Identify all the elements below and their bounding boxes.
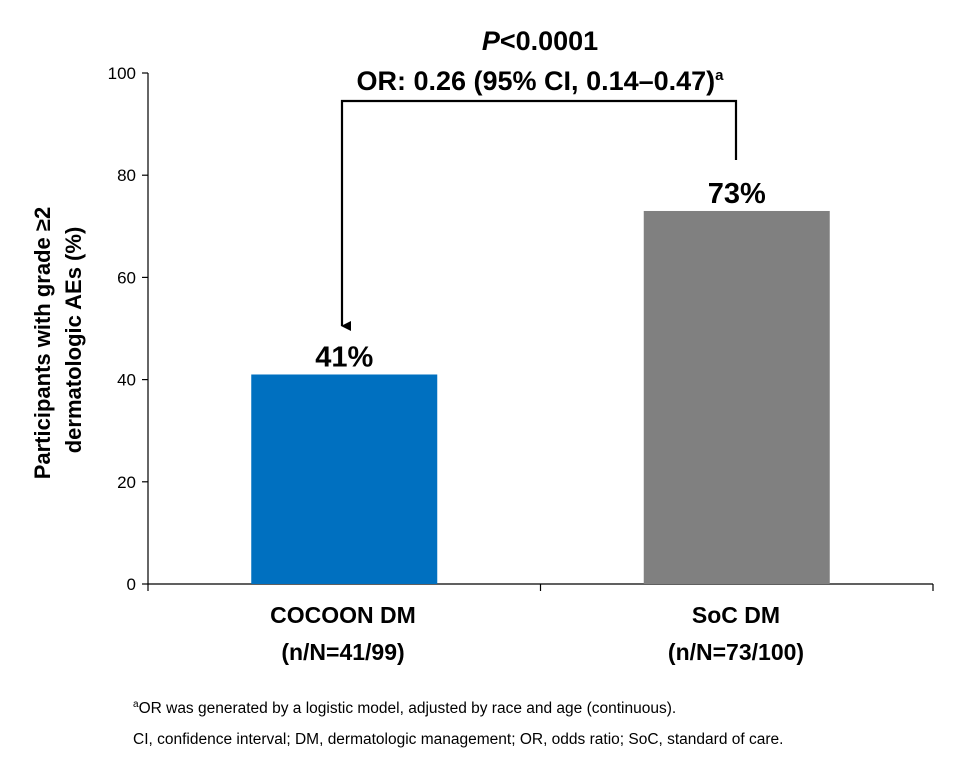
- y-tick-label: 20: [117, 473, 136, 492]
- y-axis-label-line-1: Participants with grade ≥2: [30, 207, 55, 479]
- comparison-bracket: [340, 99, 738, 331]
- p-value-annotation: P<0.0001: [482, 26, 598, 56]
- y-tick-label: 60: [117, 268, 136, 287]
- bar-soc-dm: [643, 210, 830, 584]
- footnote-a: aOR was generated by a logistic model, a…: [133, 698, 677, 718]
- y-axis-ticks: 0 20 40 60 80 100: [108, 64, 934, 594]
- y-axis-label-line-2: dermatologic AEs (%): [61, 227, 86, 454]
- p-value-prefix: P: [482, 26, 501, 56]
- p-value-text: <0.0001: [500, 26, 598, 56]
- footnote-a-marker: a: [133, 698, 139, 710]
- odds-ratio-annotation: OR: 0.26 (95% CI, 0.14–0.47)a: [356, 66, 724, 96]
- footnote-a-text: OR was generated by a logistic model, ad…: [138, 700, 677, 717]
- y-tick-label: 80: [117, 166, 136, 185]
- bar-cocoon-dm: [251, 374, 438, 584]
- y-tick-label: 0: [127, 575, 136, 594]
- bars: 41% 73%: [251, 178, 830, 584]
- bar-value-label: 41%: [315, 341, 373, 373]
- category-label-soc: SoC DM: [692, 602, 780, 628]
- footnote-abbreviations: CI, confidence interval; DM, dermatologi…: [133, 731, 784, 748]
- odds-ratio-text: OR: 0.26 (95% CI, 0.14–0.47): [356, 66, 715, 96]
- y-axis-label: Participants with grade ≥2 dermatologic …: [30, 201, 86, 480]
- odds-ratio-superscript: a: [715, 67, 724, 84]
- bar-value-label: 73%: [708, 178, 766, 210]
- y-tick-label: 40: [117, 371, 136, 390]
- y-tick-label: 100: [108, 64, 136, 83]
- category-label-cocoon: COCOON DM: [270, 602, 416, 628]
- category-sublabel-soc: (n/N=73/100): [668, 639, 804, 665]
- category-sublabel-cocoon: (n/N=41/99): [281, 639, 404, 665]
